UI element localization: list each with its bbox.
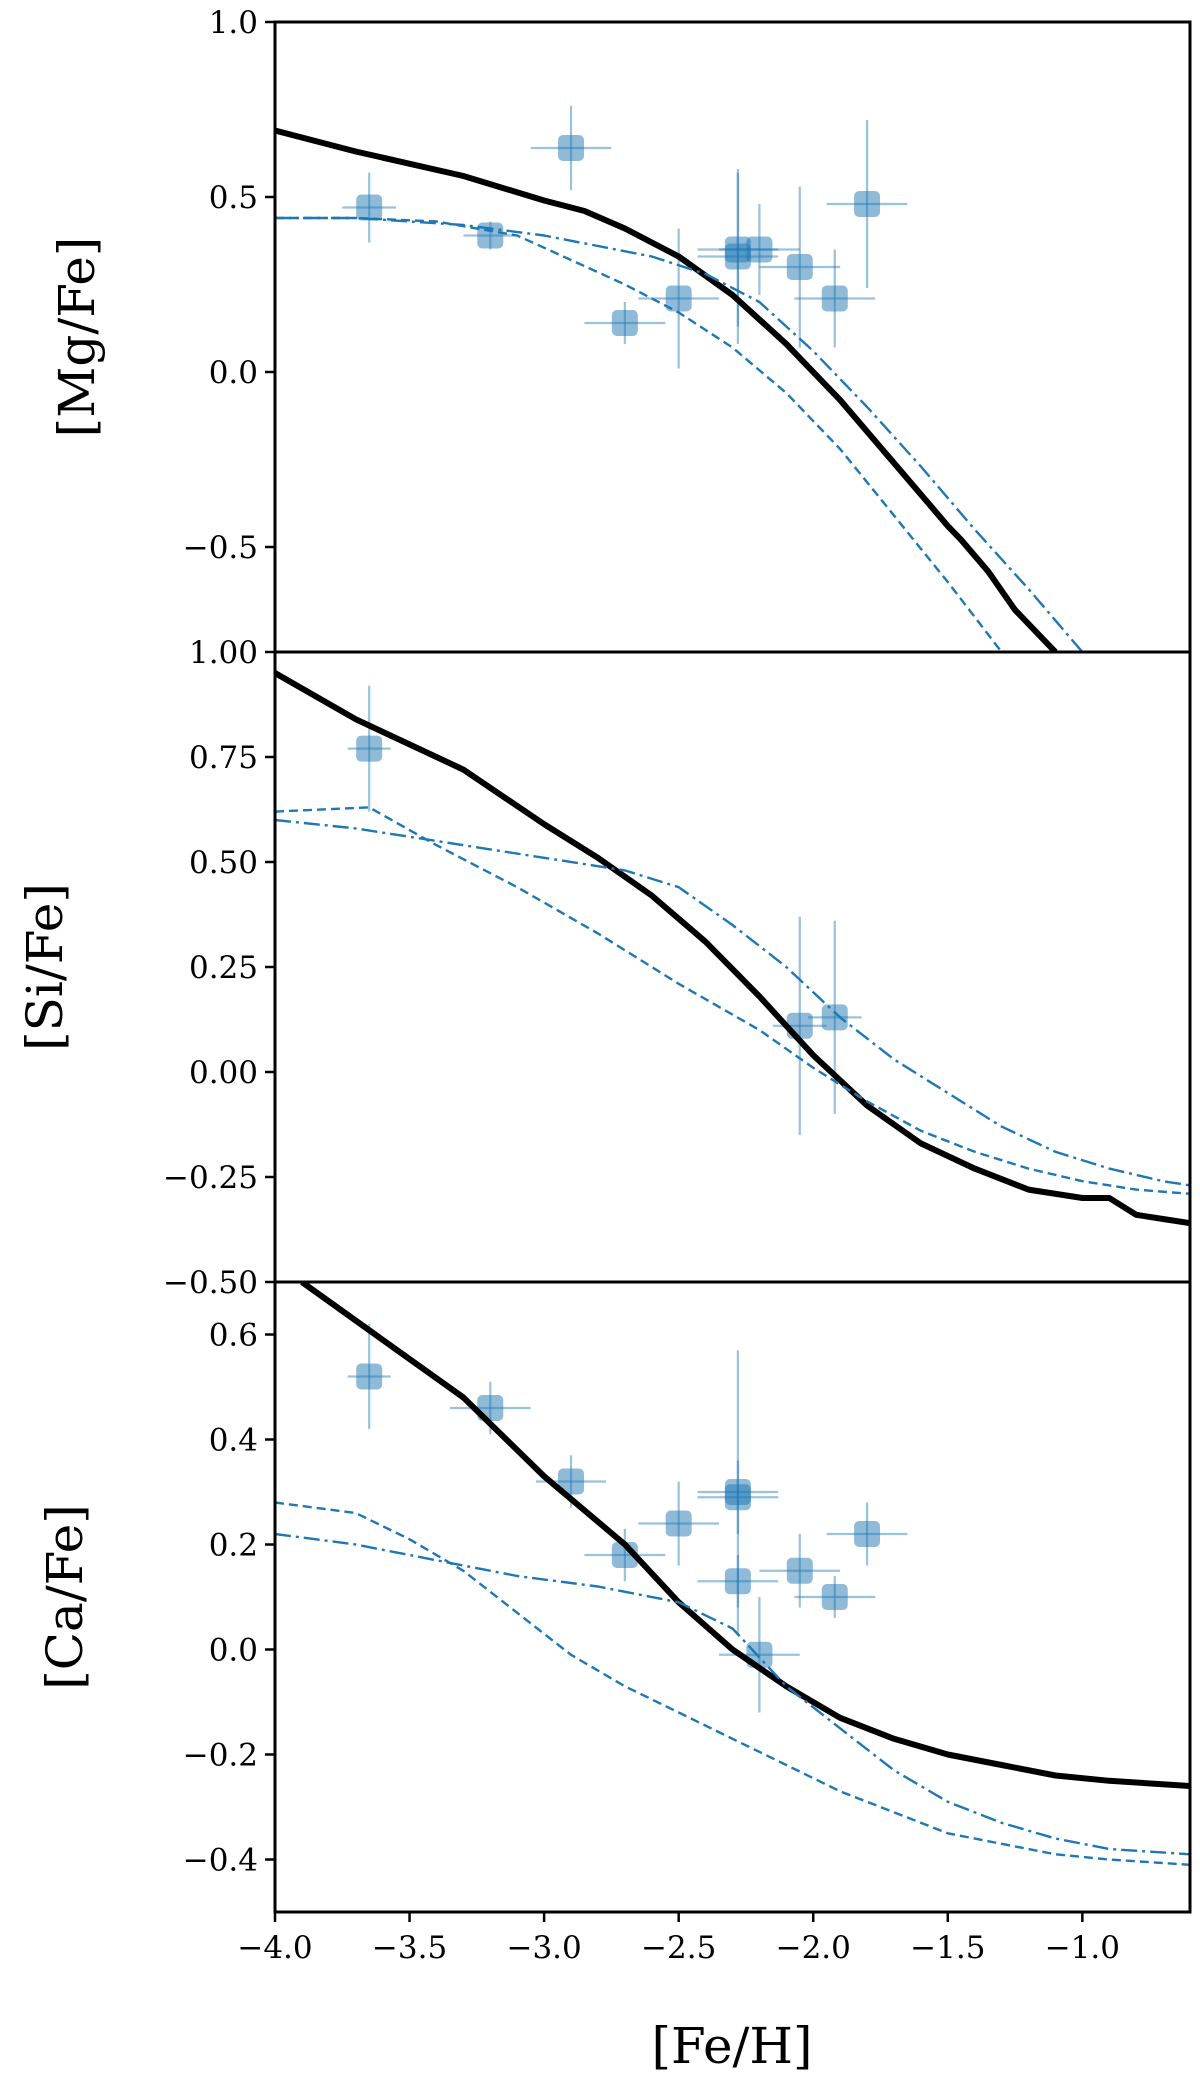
square-marker bbox=[854, 191, 881, 217]
ca-fe-axes: −0.4 −0.2 0.0 0.2 0.4 0.6 bbox=[183, 1280, 1192, 1922]
square-marker bbox=[558, 1468, 585, 1495]
mg-fe-data-point bbox=[759, 186, 841, 348]
mg-fe-ylabel: [Mg/Fe] bbox=[48, 237, 106, 438]
ca-fe-solid-curve bbox=[300, 1282, 1190, 1789]
x-tick-label: −1.0 bbox=[1045, 1930, 1120, 1966]
square-marker bbox=[821, 1584, 848, 1610]
y-tick-label: −0.50 bbox=[163, 1265, 258, 1301]
y-tick-label: 0.0 bbox=[209, 1633, 258, 1669]
si-fe-solid-curve bbox=[275, 670, 1190, 1227]
square-marker bbox=[611, 310, 638, 336]
square-marker bbox=[724, 236, 751, 263]
square-marker bbox=[786, 254, 813, 280]
ca-fe-data-point bbox=[719, 1597, 800, 1713]
si-fe-data-point bbox=[772, 916, 827, 1135]
panel-si-fe: −0.50 −0.25 0.00 0.25 0.50 0.75 1.00 [Si/Fe] bbox=[16, 635, 1192, 1301]
mg-fe-dashed-curve bbox=[275, 216, 1003, 652]
y-tick-label: 0.25 bbox=[189, 950, 258, 986]
y-tick-label: 0.2 bbox=[209, 1528, 258, 1564]
square-marker bbox=[724, 1568, 751, 1595]
square-marker bbox=[724, 1484, 751, 1511]
square-marker bbox=[477, 222, 504, 249]
mg-fe-data-point bbox=[794, 249, 876, 348]
square-marker bbox=[854, 1521, 881, 1547]
si-fe-axes: −0.50 −0.25 0.00 0.25 0.50 0.75 1.00 bbox=[163, 635, 1192, 1301]
x-tick-label: −2.5 bbox=[641, 1930, 716, 1966]
ca-fe-data-point bbox=[794, 1576, 876, 1618]
si-fe-dashed-curve bbox=[275, 806, 1190, 1195]
mg-fe-data-point bbox=[826, 120, 908, 288]
mg-fe-frame bbox=[273, 20, 1192, 654]
square-marker bbox=[665, 1510, 692, 1537]
y-tick-label: −0.2 bbox=[183, 1738, 258, 1774]
ca-fe-data-point bbox=[826, 1502, 908, 1566]
square-marker bbox=[356, 1363, 383, 1390]
si-fe-dashdot-curve bbox=[275, 818, 1190, 1187]
x-tick-label: −1.5 bbox=[910, 1930, 985, 1966]
y-tick-label: 0.5 bbox=[209, 180, 258, 216]
y-tick-label: −0.25 bbox=[163, 1160, 258, 1196]
panel-mg-fe: −0.5 0.0 0.5 1.0 [Mg/Fe] bbox=[48, 5, 1192, 654]
ca-fe-dashed-curve bbox=[275, 1501, 1190, 1866]
y-tick-label: 0.0 bbox=[209, 355, 258, 391]
mg-fe-data-point bbox=[584, 302, 666, 344]
x-tick-label: −3.5 bbox=[372, 1930, 447, 1966]
si-fe-data-point bbox=[807, 920, 862, 1114]
square-marker bbox=[665, 285, 692, 312]
y-tick-label: 0.6 bbox=[209, 1318, 258, 1354]
ca-fe-plot-area bbox=[275, 1282, 1190, 1866]
si-fe-data-point bbox=[347, 685, 391, 812]
y-tick-label: 0.4 bbox=[209, 1423, 258, 1459]
mg-fe-plot-area bbox=[275, 106, 1084, 652]
ca-fe-data-point bbox=[759, 1534, 841, 1608]
ca-fe-data-point bbox=[697, 1555, 779, 1608]
square-marker bbox=[821, 285, 848, 312]
x-axis-label: [Fe/H] bbox=[651, 2017, 812, 2075]
square-marker bbox=[821, 1004, 848, 1031]
ca-fe-data-point bbox=[347, 1324, 391, 1429]
ca-fe-dashdot-curve bbox=[275, 1532, 1190, 1856]
square-marker bbox=[786, 1557, 813, 1584]
x-axis: −4.0 −3.5 −3.0 −2.5 −2.0 −1.5 −1.0 bbox=[237, 1930, 1120, 1966]
square-marker bbox=[356, 194, 383, 221]
mg-fe-data-point bbox=[719, 204, 800, 295]
mg-fe-data-point bbox=[530, 106, 612, 190]
mg-fe-axes: −0.5 0.0 0.5 1.0 bbox=[183, 5, 1192, 654]
square-marker bbox=[356, 735, 383, 762]
panel-ca-fe: −0.4 −0.2 0.0 0.2 0.4 0.6 [Ca/Fe] bbox=[36, 1280, 1192, 1922]
ca-fe-data-point bbox=[697, 1460, 779, 1534]
mg-fe-data-point bbox=[463, 221, 518, 250]
y-tick-label: 0.75 bbox=[189, 740, 258, 776]
x-tick-label: −3.0 bbox=[506, 1930, 581, 1966]
y-tick-label: −0.4 bbox=[183, 1843, 258, 1879]
square-marker bbox=[558, 135, 585, 161]
y-tick-label: 1.00 bbox=[189, 635, 258, 671]
si-fe-ylabel: [Si/Fe] bbox=[16, 883, 74, 1051]
y-tick-label: 1.0 bbox=[209, 5, 258, 41]
y-tick-label: 0.00 bbox=[189, 1055, 258, 1091]
mg-fe-data-point bbox=[342, 172, 397, 243]
ca-fe-frame bbox=[273, 1280, 1192, 1914]
y-tick-label: −0.5 bbox=[183, 530, 258, 566]
ca-fe-data-point bbox=[638, 1481, 720, 1566]
x-tick-label: −2.0 bbox=[776, 1930, 851, 1966]
x-tick-label: −4.0 bbox=[237, 1930, 312, 1966]
y-tick-label: 0.50 bbox=[189, 845, 258, 881]
mg-fe-solid-curve bbox=[275, 127, 1058, 652]
square-marker bbox=[746, 236, 773, 263]
si-fe-plot-area bbox=[275, 670, 1190, 1227]
ca-fe-ylabel: [Ca/Fe] bbox=[36, 1504, 94, 1689]
